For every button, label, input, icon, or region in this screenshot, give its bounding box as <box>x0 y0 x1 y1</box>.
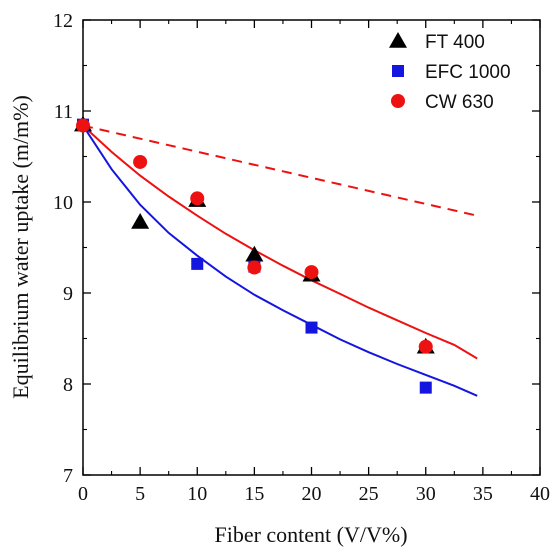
data-point <box>247 260 262 275</box>
x-tick-label: 0 <box>78 483 88 505</box>
x-tick-label: 20 <box>302 483 322 505</box>
x-tick-label: 30 <box>416 483 436 505</box>
legend-marker <box>392 65 404 77</box>
data-point <box>418 339 433 354</box>
data-point <box>133 154 148 169</box>
y-tick-label: 12 <box>53 10 73 32</box>
x-tick-label: 10 <box>187 483 207 505</box>
data-point <box>419 381 432 394</box>
data-point <box>304 265 319 280</box>
axis-ticks: 0 5 10 15 20 25 30 35 40 7 8 9 10 11 12 <box>53 10 550 505</box>
data-point <box>305 321 318 334</box>
y-tick-label: 10 <box>53 192 73 214</box>
x-axis-title: Fiber content (V/V%) <box>214 522 407 547</box>
data-point <box>131 213 150 229</box>
data-point <box>190 191 205 206</box>
legend-marker <box>389 32 407 48</box>
x-tick-label: 15 <box>244 483 264 505</box>
y-axis-title: Equilibrium water uptake (m/m%) <box>8 95 33 399</box>
x-tick-label: 35 <box>473 483 493 505</box>
data-point <box>76 118 90 133</box>
fit-line <box>82 124 478 360</box>
y-tick-label: 8 <box>63 374 73 396</box>
data-point <box>191 257 204 270</box>
fit-line <box>82 125 478 397</box>
legend-marker <box>391 94 405 108</box>
x-tick-label: 40 <box>530 483 550 505</box>
x-tick-label: 5 <box>135 483 145 505</box>
y-tick-label: 9 <box>63 283 73 305</box>
data-point <box>245 245 264 262</box>
y-tick-label: 7 <box>63 465 73 487</box>
legend-label: FT 400 <box>425 32 485 53</box>
legend-label: EFC 1000 <box>425 62 511 83</box>
data-markers <box>74 115 435 394</box>
legend: FT 400 EFC 1000 CW 630 <box>389 32 511 113</box>
plot-frame <box>82 19 541 476</box>
fit-lines <box>82 124 478 397</box>
fit-line-dashed <box>82 124 478 217</box>
x-tick-label: 25 <box>359 483 379 505</box>
legend-label: CW 630 <box>425 92 494 113</box>
y-tick-label: 11 <box>54 101 73 123</box>
